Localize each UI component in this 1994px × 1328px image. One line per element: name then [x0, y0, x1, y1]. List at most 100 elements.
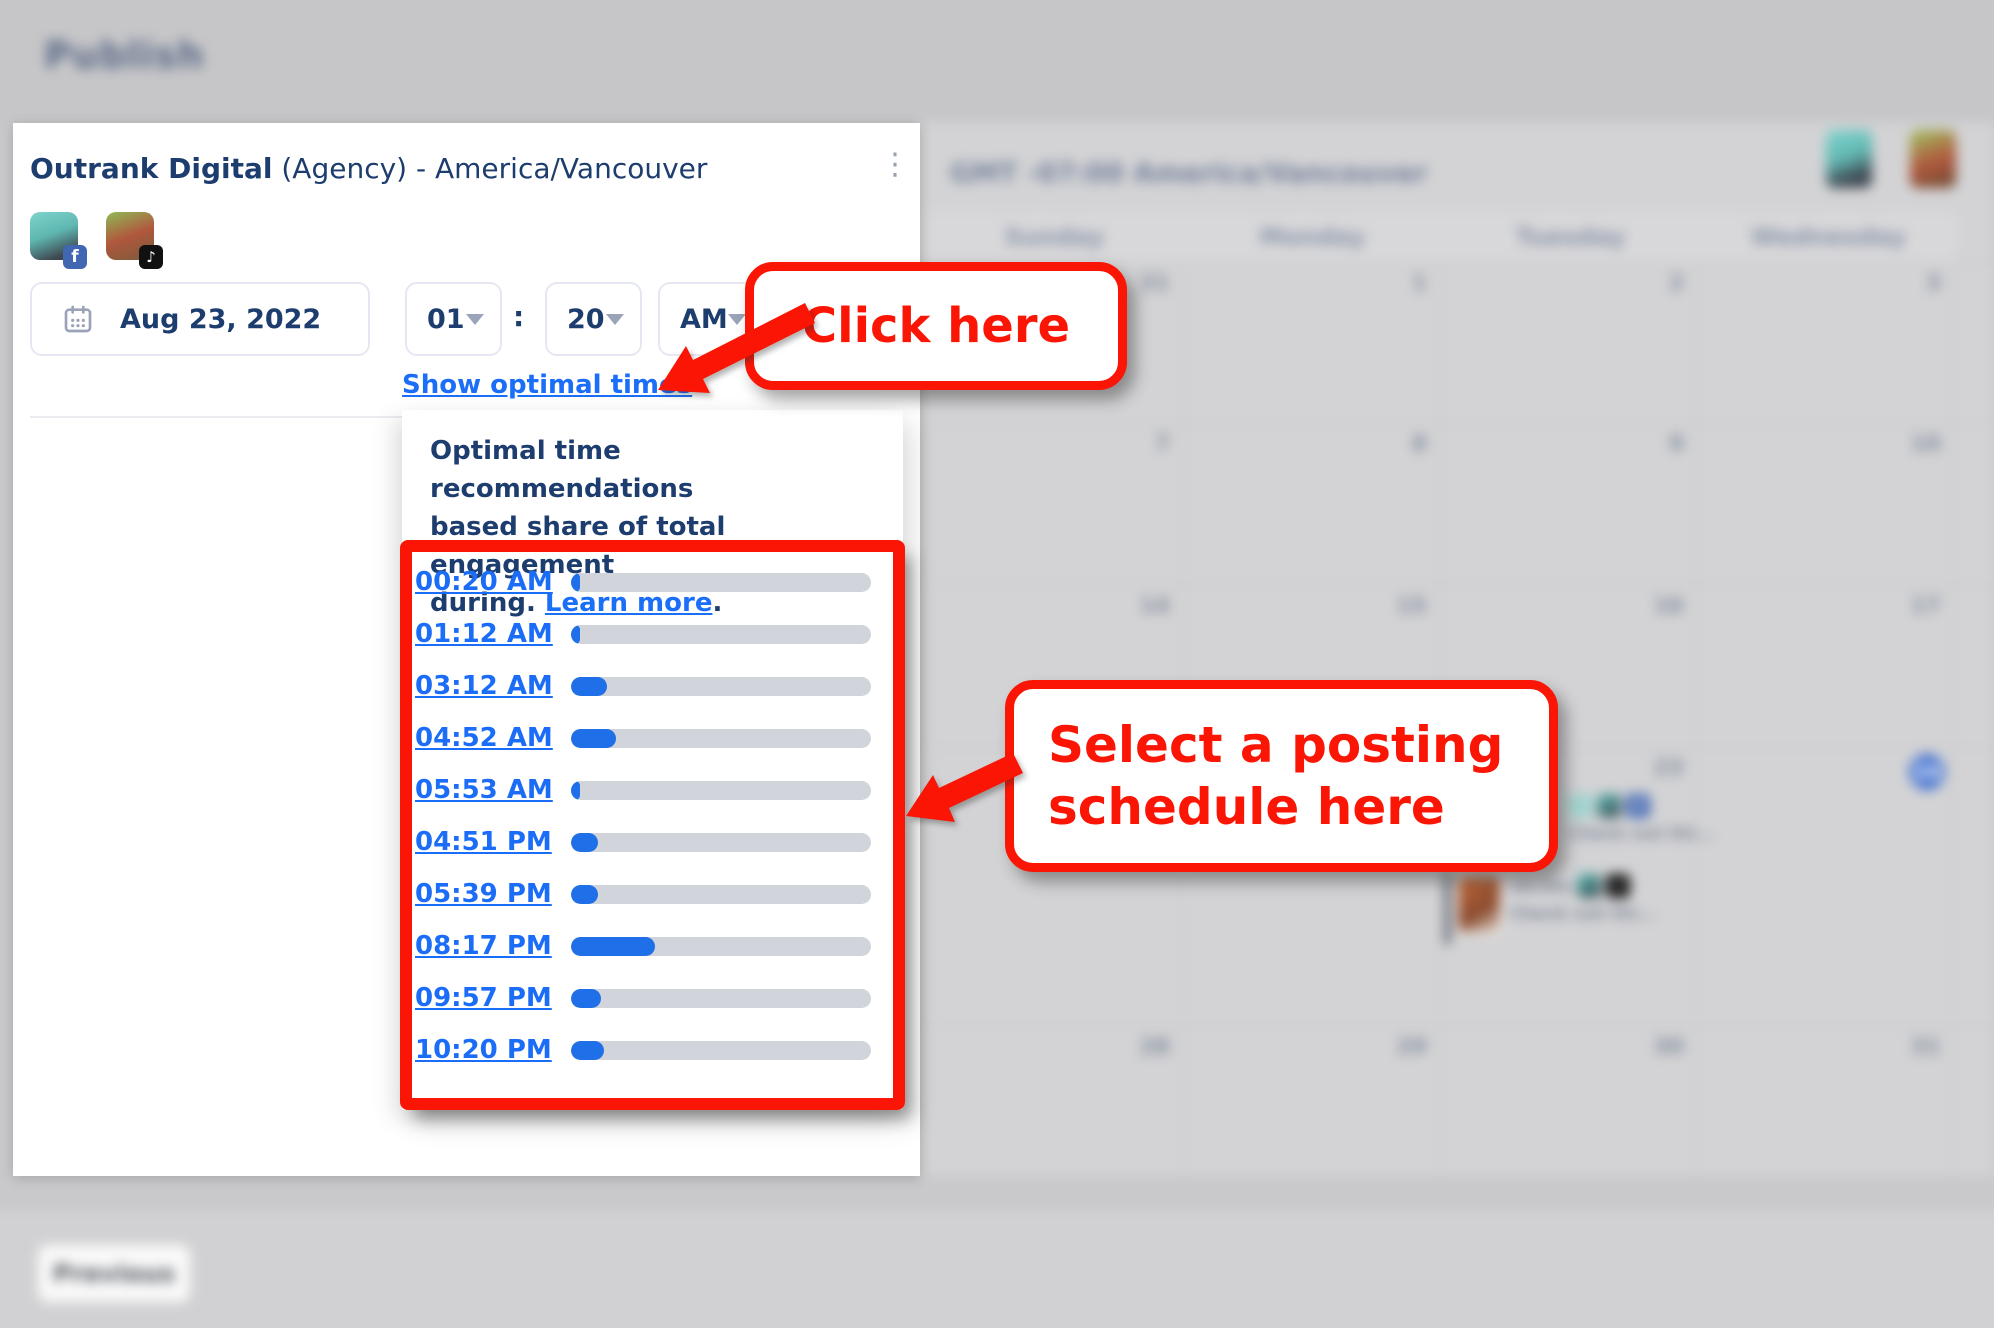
minute-select[interactable]: 20	[545, 282, 642, 356]
optimal-time-row: 03:12 AM	[415, 660, 891, 712]
engagement-bar-track	[571, 676, 871, 696]
optimal-time-row: 09:57 PM	[415, 972, 891, 1024]
divider	[30, 416, 402, 418]
calendar-cell: 10	[1697, 424, 1954, 585]
date-number: 30	[1653, 1035, 1684, 1060]
optimal-time-link[interactable]: 01:12 AM	[415, 619, 553, 649]
engagement-bar-track	[571, 572, 871, 592]
account-avatar-facebook[interactable]: f	[30, 212, 87, 269]
today-badge: 24	[1909, 754, 1945, 790]
optimal-time-link[interactable]: 03:12 AM	[415, 671, 553, 701]
kebab-menu-icon[interactable]: ⋮	[880, 147, 910, 182]
calendar-timezone-label: GMT -07:00 America/Vancouver	[950, 158, 1428, 189]
calendar-cell: 17	[1697, 586, 1954, 747]
avatar	[1597, 794, 1621, 818]
optimal-times-list: 00:20 AM 01:12 AM 03:12 AM 04:52 AM 05:5…	[415, 556, 891, 1076]
calendar-day-headers: Sunday Monday Tuesday Wednesday	[926, 212, 1994, 262]
engagement-bar-fill	[571, 624, 580, 644]
optimal-time-row: 08:17 PM	[415, 920, 891, 972]
calendar-day-header: Sunday	[926, 212, 1183, 262]
calendar-cell: 16	[1440, 586, 1697, 747]
calendar-cell	[1954, 424, 1994, 585]
date-number: 8	[1411, 432, 1427, 457]
engagement-bar-track	[571, 936, 871, 956]
optimal-time-link[interactable]: 05:39 PM	[415, 879, 552, 909]
facebook-icon: f	[1626, 794, 1650, 818]
calendar-cell	[1954, 263, 1994, 423]
date-number: 7	[1154, 432, 1170, 457]
optimal-time-row: 04:52 AM	[415, 712, 891, 764]
engagement-bar-track	[571, 728, 871, 748]
calendar-cell: 28	[926, 1027, 1183, 1181]
optimal-time-link[interactable]: 00:20 AM	[415, 567, 553, 597]
optimal-time-link[interactable]: 08:17 PM	[415, 931, 552, 961]
optimal-time-link[interactable]: 04:52 AM	[415, 723, 553, 753]
optimal-time-row: 05:53 AM	[415, 764, 891, 816]
optimal-time-link[interactable]: 05:53 AM	[415, 775, 553, 805]
event-color-bar	[1445, 874, 1450, 944]
event-title: Check out thi...	[1568, 824, 1715, 844]
chevron-down-icon	[727, 313, 746, 325]
optimal-time-link[interactable]: 10:20 PM	[415, 1035, 552, 1065]
previous-button[interactable]: Previous	[38, 1245, 190, 1302]
avatar	[1826, 130, 1872, 188]
calendar-cell: 24	[1697, 748, 1954, 1026]
date-number: 1	[1411, 271, 1427, 296]
engagement-bar-fill	[571, 832, 598, 852]
date-number: 29	[1396, 1035, 1427, 1060]
engagement-bar-track	[571, 988, 871, 1008]
account-avatar-tiktok[interactable]: ♪	[106, 212, 163, 269]
bottom-footer-band: Previous	[0, 1210, 1994, 1328]
calendar-day-header: Wednesday	[1700, 212, 1957, 262]
calendar-cell: 3	[1697, 263, 1954, 423]
date-value: Aug 23, 2022	[120, 303, 322, 335]
show-optimal-times-link[interactable]: Show optimal times	[402, 370, 693, 400]
chevron-down-icon	[606, 313, 624, 325]
engagement-bar-fill	[571, 572, 580, 592]
calendar-cell	[1954, 1027, 1994, 1181]
date-number: 10	[1910, 432, 1941, 457]
date-picker-field[interactable]: Aug 23, 2022	[30, 282, 370, 356]
profile-name: Outrank Digital	[30, 152, 273, 185]
annotation-arrow	[906, 753, 1023, 822]
calendar-cell: 9	[1440, 424, 1697, 585]
calendar-day-header: Monday	[1184, 212, 1441, 262]
calendar-event: 10:39a ♪ Check out thi...	[1445, 874, 1665, 944]
engagement-bar-track	[571, 624, 871, 644]
calendar-cell	[926, 748, 1183, 1026]
optimal-time-link[interactable]: 04:51 PM	[415, 827, 552, 857]
calendar-cell: 29	[1183, 1027, 1440, 1181]
annotation-arrow	[658, 303, 815, 393]
calendar-cell: 31	[1697, 1027, 1954, 1181]
optimal-time-row: 05:39 PM	[415, 868, 891, 920]
date-number: 31	[1910, 1035, 1941, 1060]
date-number: 16	[1653, 594, 1684, 619]
page-title: Publish	[44, 34, 205, 77]
optimal-time-link[interactable]: 09:57 PM	[415, 983, 552, 1013]
date-number: 2	[1668, 271, 1684, 296]
tiktok-icon: ♪	[1605, 874, 1630, 898]
date-number: 15	[1396, 594, 1427, 619]
calendar-cell: 14	[926, 586, 1183, 747]
calendar-cell	[1954, 748, 1994, 1026]
optimal-time-row: 10:20 PM	[415, 1024, 891, 1076]
date-number: 3	[1925, 271, 1941, 296]
date-number: 14	[1139, 594, 1170, 619]
calendar-cell	[1954, 586, 1994, 747]
profile-title: Outrank Digital (Agency) - America/Vanco…	[30, 152, 707, 185]
top-header-band: Publish	[0, 0, 1994, 122]
calendar-cell: 7	[926, 424, 1183, 585]
calendar-cell: 30	[1440, 1027, 1697, 1181]
annotation-click-here: Click here	[745, 262, 1127, 390]
engagement-bar-fill	[571, 676, 607, 696]
calendar-cell: 15	[1183, 586, 1440, 747]
date-number: 9	[1668, 432, 1684, 457]
optimal-time-row: 00:20 AM	[415, 556, 891, 608]
engagement-bar-track	[571, 780, 871, 800]
learn-more-link[interactable]: Learn more	[544, 588, 713, 618]
engagement-bar-track	[571, 1040, 871, 1060]
calendar-cell: 1	[1183, 263, 1440, 423]
event-thumbnail	[1456, 874, 1502, 934]
engagement-bar-fill	[571, 988, 601, 1008]
hour-select[interactable]: 01	[405, 282, 502, 356]
